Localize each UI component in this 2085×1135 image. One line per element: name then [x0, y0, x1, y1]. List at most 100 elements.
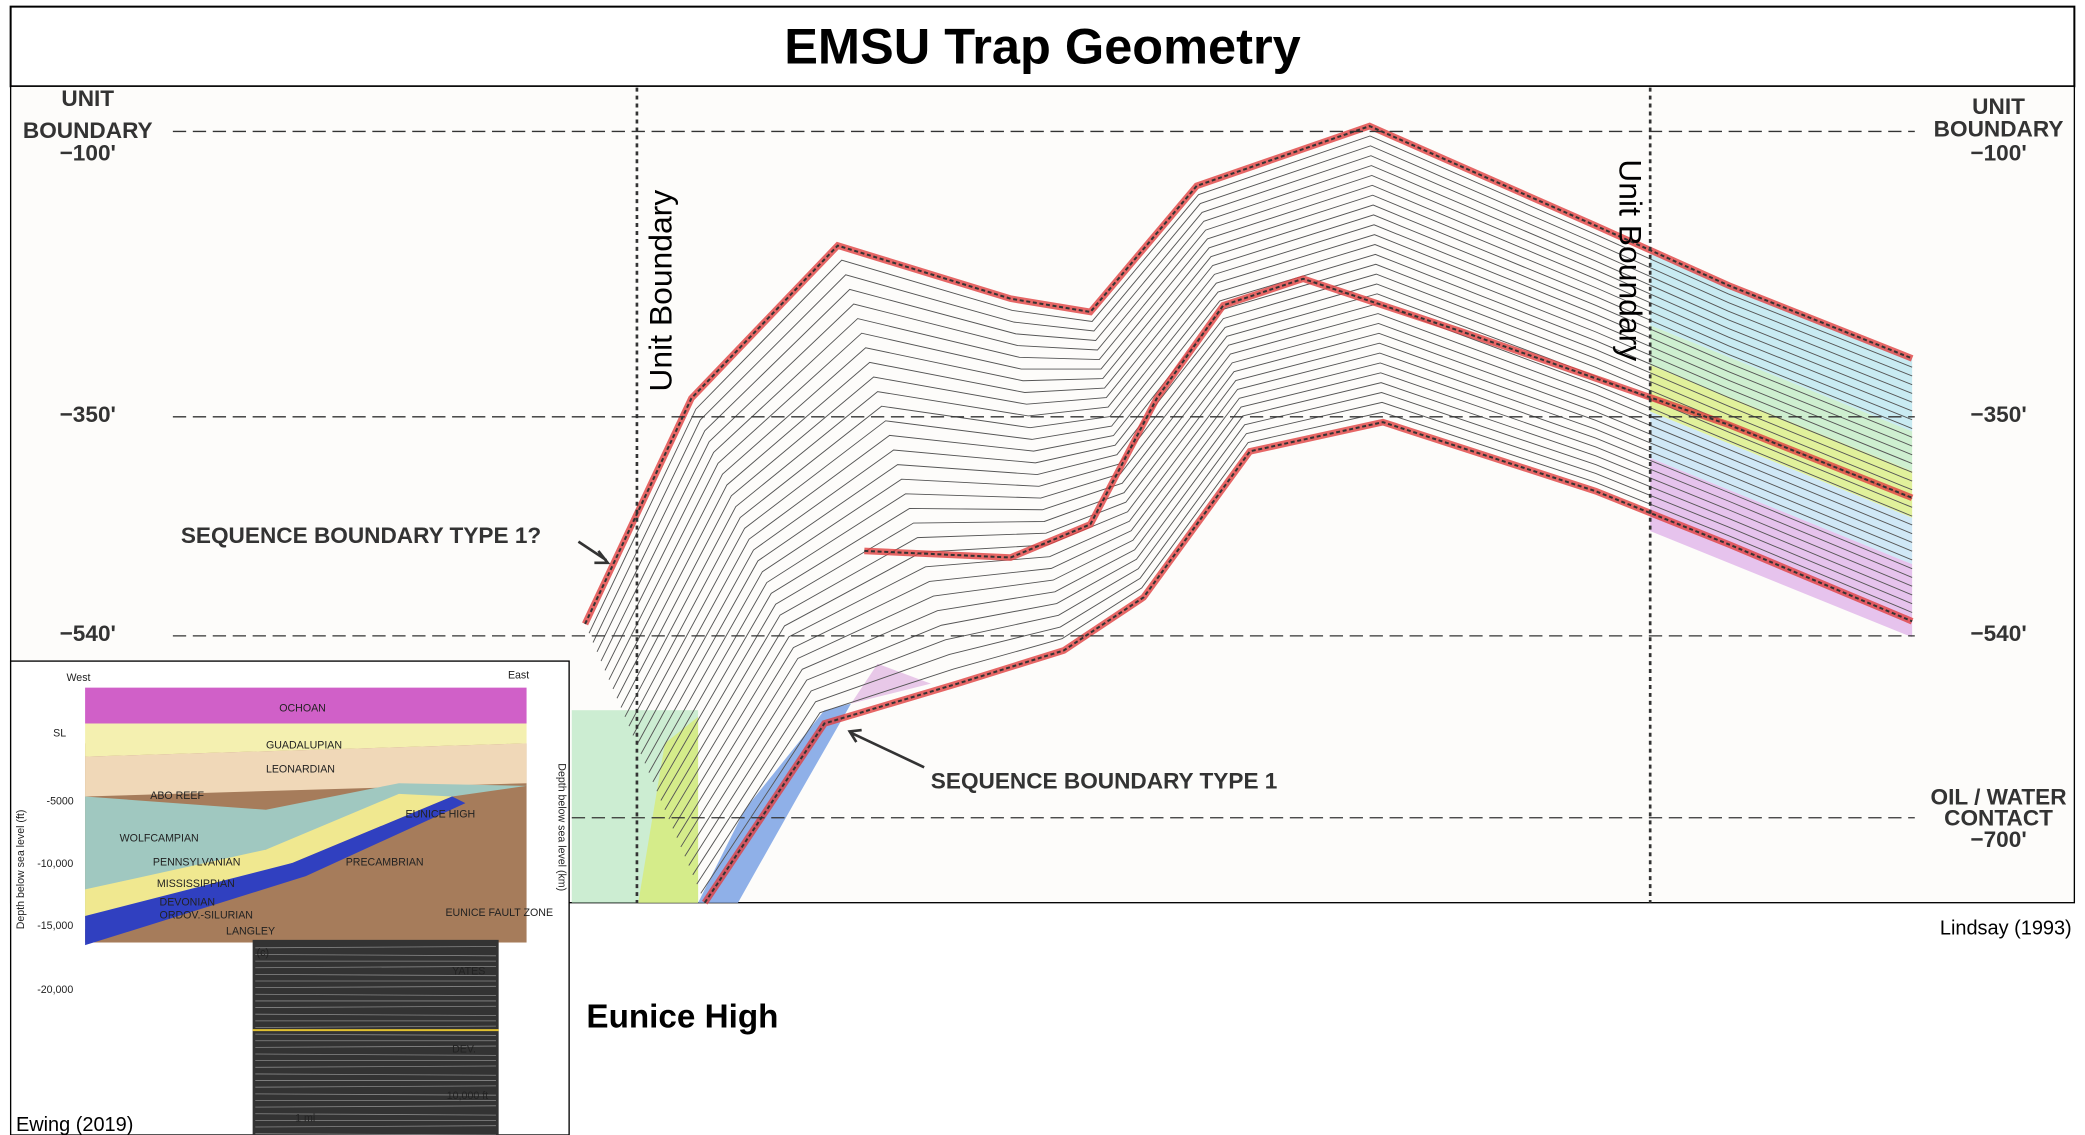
- seismic-trace: [255, 1045, 496, 1048]
- paleozoic: [85, 783, 527, 916]
- inset-label: YATES: [452, 965, 485, 977]
- inset-label: MISSISSIPPIAN: [157, 878, 235, 890]
- arrow: [577, 540, 611, 565]
- bed-line: [612, 194, 1913, 690]
- bed-line: [668, 332, 1913, 820]
- horizon: [703, 421, 1913, 904]
- inset-label: PENNSYLVANIAN: [153, 857, 241, 869]
- inset-label: -20,000: [37, 984, 73, 996]
- inset: West East OCHOAN GUADALUPIAN LEONARDIAN ABO R…: [9, 660, 570, 1135]
- inset-label: PRECAMBRIAN: [346, 857, 424, 869]
- bed-line: [648, 283, 1913, 773]
- unit-boundary-label: Unit Boundary: [1613, 159, 1649, 361]
- inset-label: LEONARDIAN: [266, 764, 335, 776]
- inset-label: OCHOAN: [279, 703, 326, 715]
- color-band: [1650, 365, 1913, 518]
- inset-label: Depth below sea level (ft): [15, 810, 27, 930]
- seismic-trace: [255, 954, 496, 957]
- inset-label: Depth below sea level (km): [555, 763, 567, 891]
- inset-label: West: [66, 672, 90, 684]
- cross-section: UNITBOUNDARY−100'−350'−540'UNITBOUNDARY−…: [23, 86, 2067, 905]
- seismic-trace: [255, 1013, 496, 1016]
- depth-label: CONTACT: [1944, 806, 2053, 831]
- seismic-trace: [255, 1125, 496, 1128]
- caption: Eunice High: [586, 998, 778, 1035]
- horizon: [584, 125, 1913, 625]
- seismic-trace: [255, 1113, 496, 1116]
- seismic-trace: [255, 1093, 496, 1096]
- bed-line: [688, 382, 1913, 866]
- bed-line: [660, 313, 1913, 801]
- inset-label: DEV.: [452, 1044, 476, 1056]
- depth-label: −540': [1970, 621, 2026, 646]
- source: Lindsay (1993): [1940, 918, 2072, 940]
- inset-label: WOLFCAMPIAN: [120, 833, 199, 845]
- inset-label: -15,000: [37, 920, 73, 932]
- seismic-trace: [255, 1073, 496, 1076]
- bed-line: [676, 352, 1913, 838]
- inset-label: (c): [257, 947, 269, 959]
- ochoan: [85, 687, 527, 724]
- seismic-trace: [255, 973, 496, 977]
- horizon: [864, 277, 1913, 559]
- depth-label: −700': [1970, 827, 2026, 852]
- depth-label: BOUNDARY: [23, 118, 153, 143]
- depth-label: OIL / WATER: [1931, 784, 2067, 809]
- silurian: [85, 796, 466, 946]
- inset-label: DEVONIAN: [160, 896, 215, 908]
- bed-line: [604, 174, 1913, 671]
- depth-label: UNIT: [1972, 94, 2025, 119]
- seismic-trace: [255, 1065, 496, 1068]
- depth-label: −350': [60, 402, 116, 427]
- depth-label: −100': [1970, 141, 2026, 166]
- inset-label: East: [508, 669, 529, 681]
- color-band: [1650, 325, 1913, 472]
- depth-label: BOUNDARY: [1934, 117, 2064, 142]
- seismic-trace: [255, 966, 496, 969]
- title-box: [9, 5, 2076, 88]
- inset-label: 10,000 ft: [447, 1090, 488, 1102]
- bed-line: [672, 342, 1913, 829]
- seismic-trace: [255, 993, 496, 997]
- bed-line: [700, 411, 1913, 894]
- bed-line: [636, 253, 1913, 745]
- inset-source: Ewing (2019): [16, 1114, 133, 1135]
- inset-label: SL: [53, 728, 66, 740]
- inset-label: -5000: [47, 795, 74, 807]
- title: EMSU Trap Geometry: [784, 18, 1300, 75]
- seismic-trace: [255, 1005, 496, 1008]
- leonardian: [85, 743, 527, 797]
- inset-label: EUNICE HIGH: [406, 809, 476, 821]
- arrow: [847, 728, 925, 769]
- seismic-trace: [255, 946, 496, 949]
- pink-bed: [851, 663, 931, 704]
- guadalupian: [85, 723, 527, 757]
- inset-label: LANGLEY: [226, 926, 275, 938]
- bed-line: [696, 401, 1913, 885]
- bed-line: [600, 165, 1913, 662]
- depth-label: −540': [60, 621, 116, 646]
- inset-label: ABO REEF: [150, 790, 204, 802]
- seismic-trace: [255, 1105, 496, 1108]
- inset-label: EUNICE FAULT ZONE: [445, 907, 553, 919]
- inset-label: GUADALUPIAN: [266, 740, 342, 752]
- bed-line: [624, 224, 1913, 718]
- bed-line: [644, 273, 1913, 764]
- bed-line: [680, 362, 1913, 848]
- depth-label: −100': [60, 141, 116, 166]
- bed-line: [588, 135, 1913, 634]
- bed-line: [632, 244, 1913, 736]
- bed-line: [596, 155, 1913, 652]
- seismic-trace: [255, 1033, 496, 1036]
- annotation: SEQUENCE BOUNDARY TYPE 1?: [181, 523, 541, 548]
- bed-line: [664, 322, 1913, 811]
- bed-line: [620, 214, 1913, 708]
- bed-line: [628, 234, 1913, 727]
- depth-label: −350': [1970, 402, 2026, 427]
- depth-label: UNIT: [61, 86, 114, 111]
- bed-line: [656, 303, 1913, 792]
- inset-label: 1 mi: [295, 1113, 315, 1125]
- bed-line: [692, 392, 1913, 876]
- seismic-trace: [255, 1053, 496, 1056]
